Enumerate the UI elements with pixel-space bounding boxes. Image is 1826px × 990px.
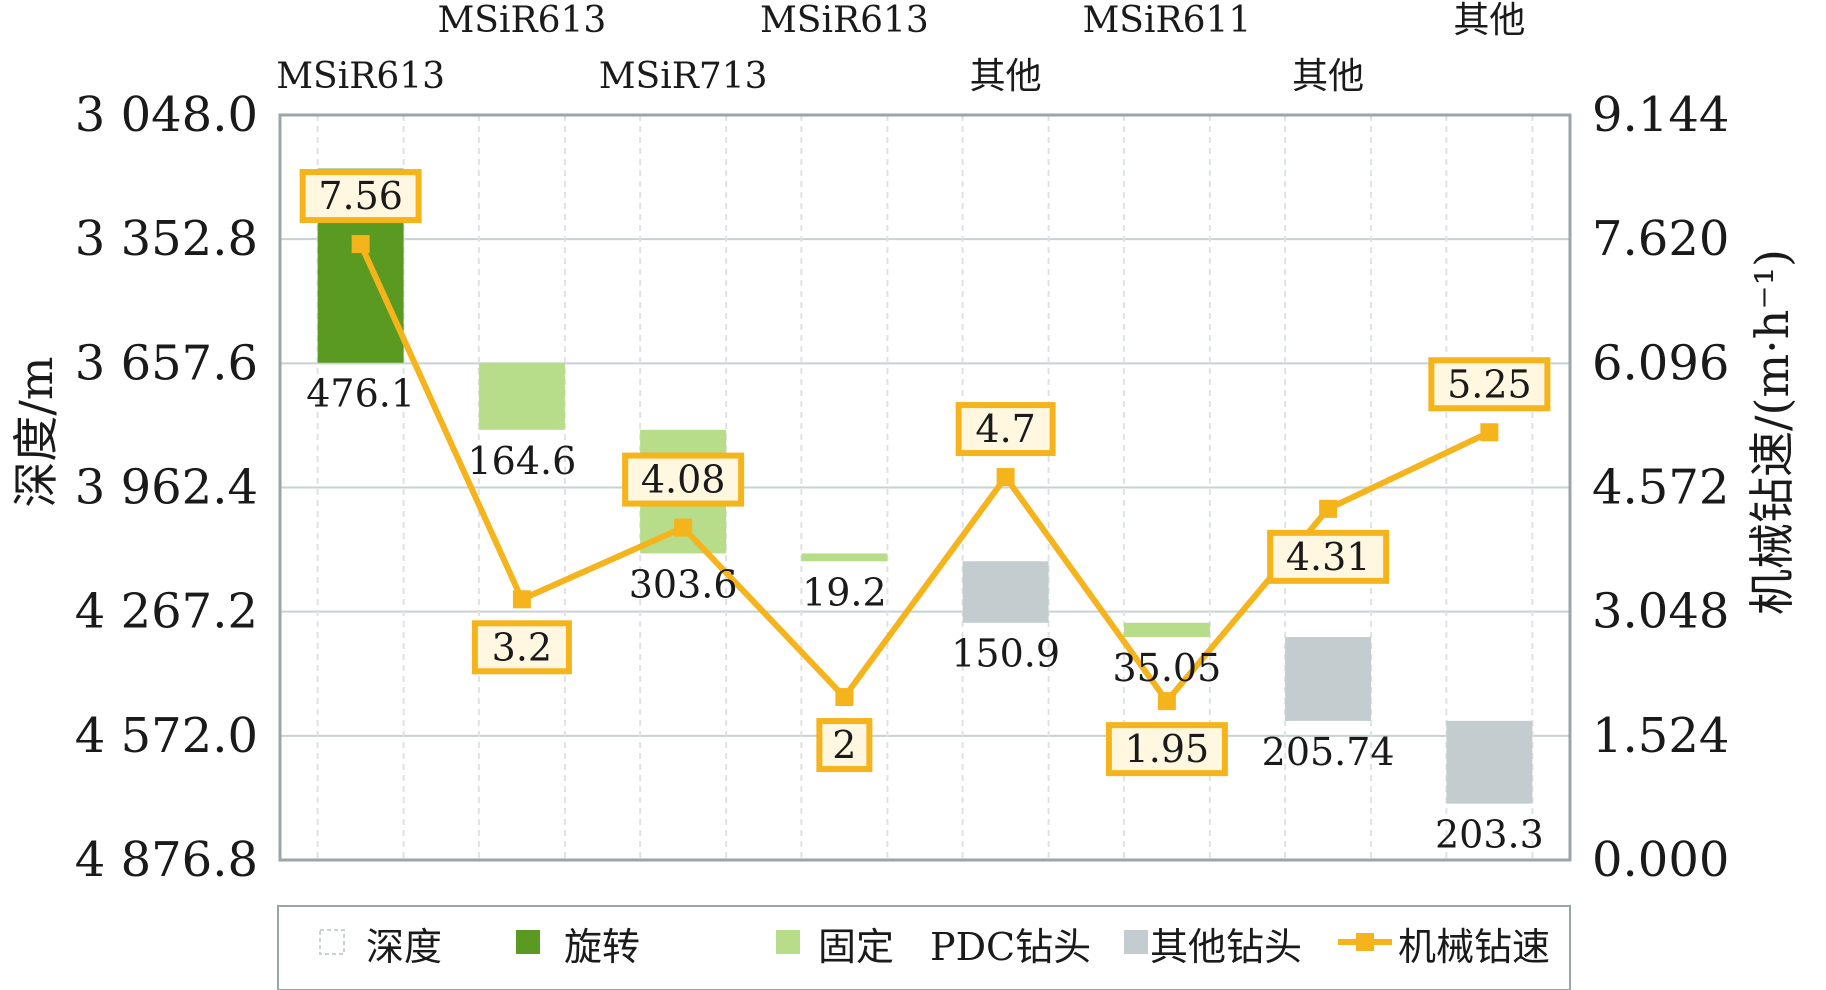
- rop-value-box: [622, 452, 745, 507]
- legend-label-fixed: 固定: [818, 925, 894, 969]
- bit-name-label: MSiR611: [1082, 0, 1251, 41]
- rop-value-label: 3.2: [492, 625, 552, 669]
- bar-other: [1285, 637, 1372, 721]
- legend-label-rop: 机械钻速: [1398, 925, 1550, 969]
- rop-value-box: [1105, 722, 1228, 777]
- rop-marker: [1480, 423, 1499, 442]
- left-axis-title: 深度/m: [9, 356, 63, 507]
- bit-name-label: 其他: [1453, 0, 1525, 41]
- legend-swatch-rop-marker: [1356, 933, 1374, 951]
- labels-layer: MSiR613 476.1 7.56 MSiR613 164.6 3.2 MSiR713 30…: [276, 0, 1551, 857]
- rop-value-label: 4.31: [1286, 535, 1371, 579]
- rop-value-box: [955, 402, 1056, 457]
- bar-other: [962, 561, 1049, 623]
- rop-marker: [1157, 692, 1176, 711]
- footage-label: 164.6: [467, 439, 576, 483]
- left-tick-label: 3 352.8: [75, 211, 258, 267]
- rop-marker: [996, 468, 1015, 487]
- footage-label: 150.9: [951, 632, 1060, 676]
- right-tick-label: 4.572: [1592, 460, 1729, 516]
- axes-layer: 3 048.0 9.144 3 352.8 7.620 3 657.6 6.096 3 96…: [75, 87, 1730, 888]
- footage-label: 303.6: [629, 562, 738, 606]
- rop-value-label: 4.7: [975, 407, 1035, 451]
- rop-value-label: 2: [832, 723, 856, 767]
- rop-value-box: [816, 718, 873, 773]
- legend-label-rotary: 旋转: [564, 925, 640, 969]
- legend: 深度 旋转 固定 PDC钻头 其他钻头 机械钻速: [277, 905, 1571, 990]
- footage-label: 205.74: [1262, 730, 1395, 774]
- bit-name-label: MSiR613: [437, 0, 606, 41]
- bit-name-label: MSiR613: [760, 0, 929, 41]
- right-tick-label: 1.524: [1592, 708, 1729, 764]
- rop-value-box: [471, 620, 572, 675]
- legend-swatch-depth: [319, 929, 345, 955]
- rop-marker: [674, 518, 693, 537]
- left-tick-label: 3 962.4: [75, 460, 258, 516]
- rop-marker: [512, 590, 531, 609]
- legend-frame: [277, 905, 1571, 990]
- left-tick-label: 3 048.0: [75, 87, 258, 143]
- legend-label-pdc: PDC钻头: [930, 925, 1091, 969]
- grid-layer: [280, 115, 1570, 860]
- left-tick-label: 4 572.0: [75, 708, 258, 764]
- legend-label-other: 其他钻头: [1150, 925, 1302, 969]
- bit-name-label: MSiR713: [599, 56, 768, 97]
- right-tick-label: 0.000: [1592, 832, 1729, 888]
- legend-swatch-rotary: [516, 930, 540, 954]
- bar-fixed: [1123, 622, 1210, 638]
- legend-label-depth: 深度: [366, 925, 442, 969]
- bar-fixed: [801, 553, 888, 562]
- rop-marker: [1319, 499, 1338, 518]
- rop-value-box: [299, 169, 422, 224]
- bar-fixed: [478, 362, 565, 430]
- right-tick-label: 7.620: [1592, 211, 1729, 267]
- right-tick-label: 9.144: [1592, 87, 1729, 143]
- legend-swatch-fixed: [776, 930, 800, 954]
- left-tick-label: 4 876.8: [75, 832, 258, 888]
- bit-name-label: 其他: [1292, 56, 1364, 97]
- bars-layer: [317, 168, 1533, 804]
- bit-name-label: 其他: [970, 56, 1042, 97]
- rop-marker: [351, 235, 370, 254]
- left-tick-label: 4 267.2: [75, 584, 258, 640]
- rop-value-box: [1428, 357, 1551, 412]
- right-axis-title: 机械钻速/(m·h⁻¹): [1745, 249, 1799, 615]
- rop-value-box: [1267, 529, 1390, 584]
- bit-name-label: MSiR613: [276, 56, 445, 97]
- right-tick-label: 3.048: [1592, 584, 1729, 640]
- rop-value-label: 5.25: [1447, 362, 1532, 406]
- rop-value-label: 1.95: [1125, 727, 1210, 771]
- footage-label: 203.3: [1435, 813, 1544, 857]
- right-tick-label: 6.096: [1592, 335, 1729, 391]
- footage-label: 476.1: [306, 372, 415, 416]
- footage-label: 35.05: [1112, 646, 1221, 690]
- plot-frame: [278, 113, 1572, 862]
- rop-value-label: 7.56: [318, 174, 403, 218]
- left-tick-label: 3 657.6: [75, 335, 258, 391]
- rop-value-label: 4.08: [641, 458, 726, 502]
- rop-marker: [835, 688, 854, 707]
- footage-label: 19.2: [802, 570, 887, 614]
- bar-other: [1446, 720, 1533, 804]
- legend-swatch-other: [1124, 930, 1148, 954]
